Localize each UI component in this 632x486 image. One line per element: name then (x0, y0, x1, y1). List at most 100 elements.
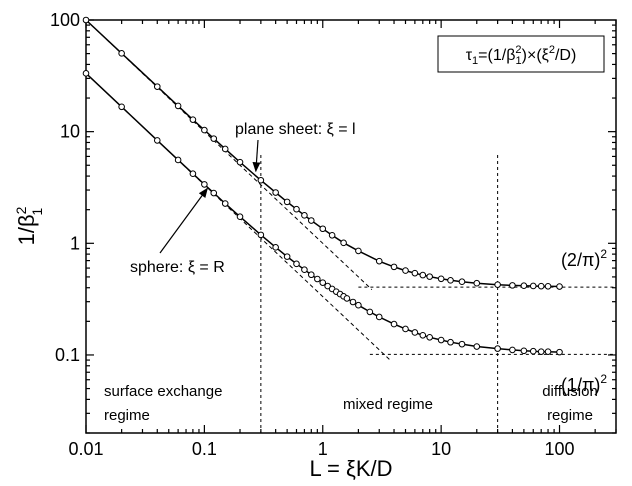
data-point (328, 231, 336, 239)
regime-surface-exchange: surface exchange regime (104, 383, 222, 424)
data-point (437, 336, 445, 344)
y-tick-label: 0.1 (55, 345, 80, 365)
data-point (529, 282, 537, 290)
data-point (153, 137, 161, 144)
data-point (319, 225, 327, 233)
data-point (375, 257, 383, 265)
data-point (494, 345, 501, 352)
data-point (174, 156, 182, 164)
data-point (82, 70, 90, 77)
data-point (402, 325, 409, 333)
data-point (283, 253, 291, 260)
data-point (189, 116, 197, 123)
data-point (301, 266, 308, 274)
data-point (520, 282, 528, 290)
data-point (556, 283, 563, 290)
data-point (419, 271, 427, 279)
data-point (509, 346, 516, 354)
data-point (272, 189, 279, 196)
data-point (458, 340, 466, 348)
data-point (473, 279, 481, 287)
data-point (221, 200, 229, 207)
data-point (257, 231, 265, 239)
data-point (390, 320, 398, 328)
data-point (426, 333, 433, 341)
annotation-sphere: sphere: ξ = R (130, 187, 225, 276)
data-point (221, 145, 229, 153)
svg-text:diffusion: diffusion (542, 383, 598, 400)
y-axis-title: 1/β21 (13, 206, 45, 245)
data-point (544, 348, 552, 355)
y-tick-label: 10 (60, 122, 80, 142)
data-point (201, 126, 208, 134)
data-point (411, 269, 419, 277)
data-point (556, 348, 563, 356)
data-point (537, 348, 545, 355)
data-point (509, 282, 516, 289)
x-tick-label: 100 (544, 439, 574, 459)
x-tick-label: 0.1 (192, 439, 217, 459)
data-point (307, 271, 315, 279)
data-point (402, 267, 409, 274)
data-point (301, 212, 308, 219)
data-point (520, 347, 528, 355)
data-point (494, 281, 501, 288)
series-line-2 (85, 72, 560, 353)
regime-diffusion: diffusion regime (542, 383, 598, 424)
data-point (340, 239, 347, 247)
annotation-sphere-text: sphere: ξ = R (130, 259, 225, 276)
points (82, 16, 563, 356)
svg-text:mixed regime: mixed regime (343, 396, 433, 413)
asymptote-label-2-over-pi: (2/π)2 (561, 247, 607, 270)
data-point (349, 298, 357, 306)
data-point (307, 217, 315, 224)
data-point (419, 331, 427, 339)
x-tick-label: 1 (318, 439, 328, 459)
y-tick-label: 1 (70, 233, 80, 253)
data-point (355, 247, 362, 255)
data-point (343, 295, 351, 302)
data-point (544, 283, 552, 290)
data-point (236, 158, 244, 166)
data-point (257, 176, 265, 184)
data-point (473, 343, 481, 350)
data-point (118, 50, 125, 57)
data-point (283, 198, 291, 206)
asymptote-label-1-over-pi: (1/π)2 (561, 372, 607, 395)
data-point (314, 275, 321, 283)
guides (85, 19, 616, 433)
annotation-plane-sheet-text: plane sheet: ξ = l (235, 121, 356, 138)
svg-text:1/β21: 1/β21 (13, 206, 45, 245)
data-point (411, 329, 419, 336)
plot-frame (85, 19, 617, 434)
data-point (189, 170, 197, 178)
data-point (236, 213, 244, 221)
data-point (426, 273, 433, 280)
data-point (153, 83, 161, 90)
data-point (210, 189, 218, 197)
data-point (447, 277, 454, 284)
formula-text: τ1=(1/β2 1)×(ξ2/D) (466, 44, 577, 67)
x-axis-title: L = ξK/D (309, 456, 392, 481)
data-point (324, 282, 331, 290)
data-point (319, 279, 327, 286)
data-point (201, 181, 208, 188)
data-point (293, 260, 300, 268)
data-point (210, 135, 218, 142)
svg-text:regime: regime (547, 407, 593, 424)
data-point (529, 347, 537, 355)
data-point (537, 282, 545, 290)
data-point (272, 244, 279, 251)
data-point (293, 205, 300, 213)
tick-labels: 0.01 0.1 1 10 100 0.1 1 10 100 (50, 10, 575, 459)
data-point (82, 16, 90, 24)
y-tick-label: 100 (50, 10, 80, 30)
data-point (447, 338, 454, 346)
x-tick-label: 0.01 (68, 439, 103, 459)
data-point (355, 301, 362, 309)
data-point (174, 102, 182, 110)
formula-box: τ1=(1/β2 1)×(ξ2/D) (437, 35, 605, 73)
ticks (85, 19, 617, 434)
svg-text:surface exchange: surface exchange (104, 383, 222, 400)
